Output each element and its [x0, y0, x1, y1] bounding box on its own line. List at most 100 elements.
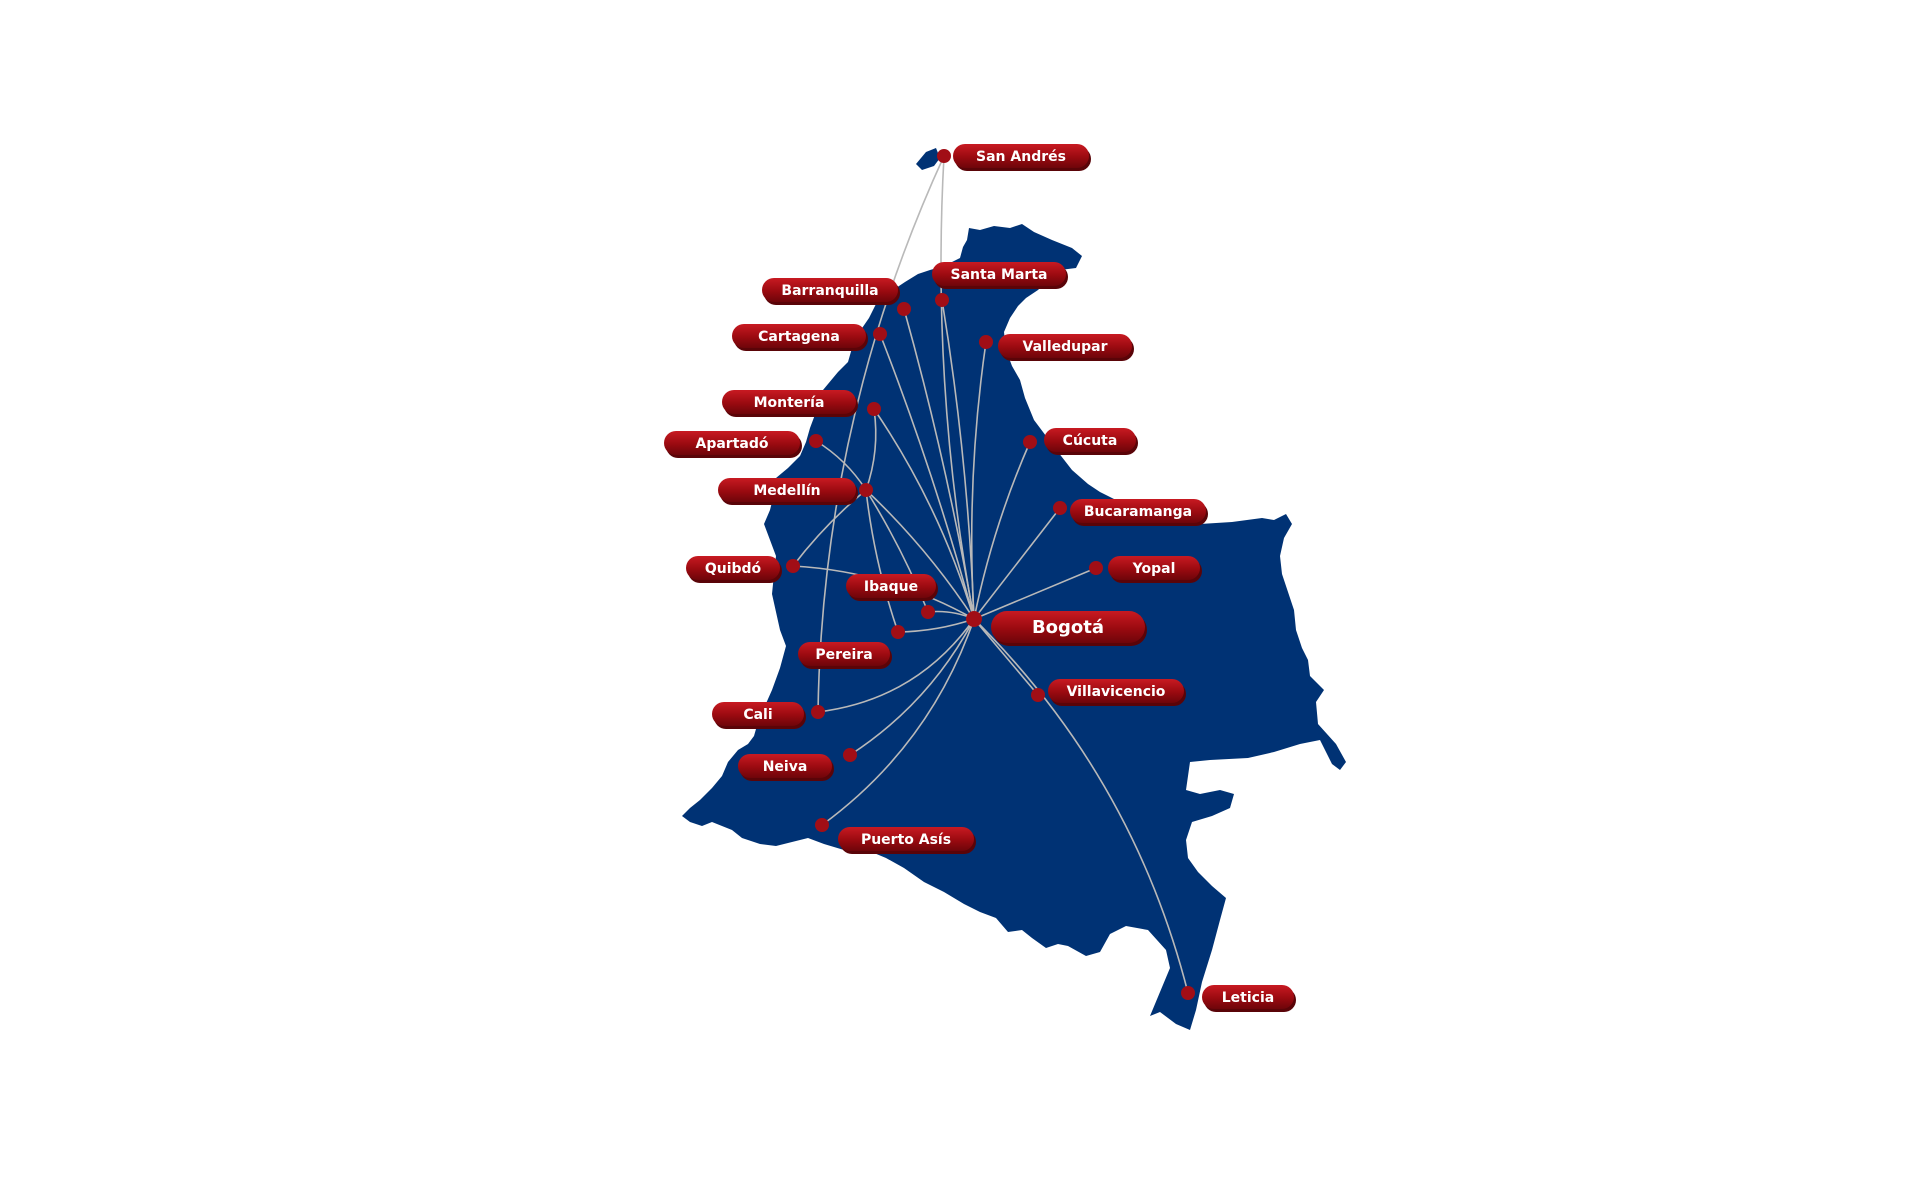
city-label-background [991, 611, 1145, 643]
route-bogota-barranquilla [903, 308, 975, 620]
city-label-san-andres[interactable]: San Andrés [953, 144, 1091, 171]
city-label-yopal[interactable]: Yopal [1108, 556, 1202, 583]
city-label-background [686, 556, 780, 580]
city-label-cali[interactable]: Cali [712, 702, 806, 729]
route-medellin-monteria [865, 408, 877, 491]
route-bogota-yopal [973, 567, 1097, 620]
city-label-valledupar[interactable]: Valledupar [998, 334, 1134, 361]
route-bogota-villavicencio [973, 618, 1039, 696]
route-bogota-medellin [865, 489, 975, 620]
city-label-background [712, 702, 804, 726]
city-label-puerto-asis[interactable]: Puerto Asís [838, 827, 976, 854]
city-label-text: Barranquilla [781, 283, 878, 299]
route-bogota-cucuta [973, 441, 1031, 620]
city-dot-bogota[interactable] [966, 611, 982, 627]
city-label-text: Quibdó [705, 561, 762, 577]
city-label-text: Ibaque [864, 579, 918, 595]
route-bogota-valledupar [970, 341, 987, 620]
city-label-neiva[interactable]: Neiva [738, 754, 834, 781]
city-dot-valledupar[interactable] [979, 335, 993, 349]
city-dot-cali[interactable] [811, 705, 825, 719]
city-dot-medellin[interactable] [859, 483, 873, 497]
city-dot-santa-marta[interactable] [935, 293, 949, 307]
city-label-text: Villavicencio [1067, 684, 1166, 700]
city-label-text: Valledupar [1023, 339, 1108, 355]
city-dot-puerto-asis[interactable] [815, 818, 829, 832]
route-bogota-neiva [849, 618, 975, 756]
city-label-background [838, 827, 974, 851]
city-label-ibaque[interactable]: Ibaque [846, 574, 938, 601]
city-label-leticia[interactable]: Leticia [1202, 985, 1296, 1012]
city-label-text: Puerto Asís [861, 832, 951, 848]
city-dot-bucaramanga[interactable] [1053, 501, 1067, 515]
city-label-background [932, 262, 1066, 286]
route-bogota-cartagena [879, 333, 975, 620]
city-label-text: Leticia [1222, 990, 1274, 1006]
route-lines [792, 155, 1189, 994]
city-label-background [738, 754, 832, 778]
city-dot-barranquilla[interactable] [897, 302, 911, 316]
route-bogota-san-andres [940, 155, 975, 620]
san-andres-island [916, 148, 940, 170]
city-label-background [1202, 985, 1294, 1009]
city-dot-san-andres[interactable] [937, 149, 951, 163]
city-label-text: Cúcuta [1063, 433, 1118, 449]
city-label-background [953, 144, 1089, 168]
city-label-background [718, 478, 856, 502]
city-label-text: Bucaramanga [1084, 504, 1192, 520]
city-label-pereira[interactable]: Pereira [798, 642, 892, 669]
city-dot-quibdo[interactable] [786, 559, 800, 573]
city-label-medellin[interactable]: Medellín [718, 478, 858, 505]
city-label-text: Bogotá [1032, 617, 1104, 638]
city-label-background [1044, 428, 1136, 452]
city-label-quibdo[interactable]: Quibdó [686, 556, 782, 583]
city-label-background [1108, 556, 1200, 580]
city-label-background [722, 390, 856, 414]
city-dot-cucuta[interactable] [1023, 435, 1037, 449]
city-dot-neiva[interactable] [843, 748, 857, 762]
city-label-bucaramanga[interactable]: Bucaramanga [1070, 499, 1208, 526]
city-label-villavicencio[interactable]: Villavicencio [1048, 679, 1186, 706]
city-dot-ibaque[interactable] [921, 605, 935, 619]
city-label-cartagena[interactable]: Cartagena [732, 324, 868, 351]
city-label-santa-marta[interactable]: Santa Marta [932, 262, 1068, 289]
route-bogota-bucaramanga [973, 507, 1061, 620]
city-dot-cartagena[interactable] [873, 327, 887, 341]
route-bogota-monteria [873, 408, 975, 620]
city-label-text: Apartadó [696, 436, 769, 452]
city-label-text: Neiva [763, 759, 808, 775]
city-label-bogota[interactable]: Bogotá [991, 611, 1147, 646]
route-bogota-cali [817, 618, 975, 713]
city-label-apartado[interactable]: Apartadó [664, 431, 802, 458]
city-label-background [998, 334, 1132, 358]
city-label-text: Pereira [815, 647, 872, 663]
city-label-text: Montería [754, 395, 825, 411]
route-san-andres-cali [817, 155, 945, 713]
city-label-text: San Andrés [976, 149, 1066, 165]
route-bogota-leticia [973, 618, 1189, 994]
city-label-monteria[interactable]: Montería [722, 390, 858, 417]
city-label-text: Cali [743, 707, 772, 723]
city-label-text: Medellín [753, 483, 820, 499]
city-label-background [798, 642, 890, 666]
city-dot-apartado[interactable] [809, 434, 823, 448]
route-medellin-pereira [865, 489, 899, 633]
city-label-cucuta[interactable]: Cúcuta [1044, 428, 1138, 455]
city-label-barranquilla[interactable]: Barranquilla [762, 278, 900, 305]
city-label-background [846, 574, 936, 598]
city-dot-villavicencio[interactable] [1031, 688, 1045, 702]
city-dot-yopal[interactable] [1089, 561, 1103, 575]
route-bogota-puerto-asis [821, 618, 975, 826]
city-label-text: Cartagena [758, 329, 840, 345]
city-dot-pereira[interactable] [891, 625, 905, 639]
city-label-text: Yopal [1132, 561, 1176, 577]
city-dot-monteria[interactable] [867, 402, 881, 416]
city-label-background [1070, 499, 1206, 523]
route-medellin-quibdo [792, 489, 867, 567]
city-dot-leticia[interactable] [1181, 986, 1195, 1000]
city-label-background [762, 278, 898, 302]
city-label-background [1048, 679, 1184, 703]
city-label-background [664, 431, 800, 455]
city-labels: San Andrés Santa Marta Barranquilla Cartage… [664, 144, 1296, 1012]
